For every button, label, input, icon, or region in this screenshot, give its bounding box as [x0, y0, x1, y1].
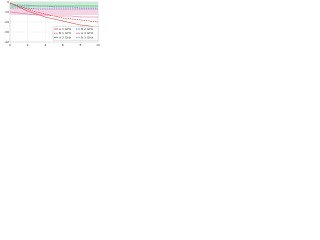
legend-label: A 2 GHz: [59, 35, 71, 39]
x-tick-label: 10: [96, 43, 100, 47]
series-line: [9, 11, 98, 18]
x-tick-label: 0: [9, 43, 11, 47]
y-tick-label: 0: [7, 0, 9, 4]
x-tick-label: 2: [27, 43, 29, 47]
legend-label: A 1 GHz: [59, 27, 71, 31]
series-line: [9, 3, 98, 9]
x-tick-label: 6: [62, 43, 64, 47]
legend-label: B 3 GHz: [81, 35, 93, 39]
legend-box: [52, 26, 99, 41]
x-tick-label: 4: [44, 43, 46, 47]
y-tick-label: -20: [4, 20, 9, 24]
y-tick-label: -30: [4, 30, 9, 34]
y-tick-label: -40: [4, 40, 9, 44]
page: -40 -30 -20 -10 0 0 2 4 6 8 10 A 1 GHz B 1 GHz A 2 GH…: [0, 0, 320, 52]
middle-band: [10, 8, 98, 15]
legend-label: B 2 GHz: [81, 27, 93, 31]
legend-label: A 3 GHz: [81, 31, 93, 35]
legend-label: B 1 GHz: [59, 31, 71, 35]
y-tick-label: -10: [4, 10, 9, 14]
upper-band: [10, 2, 98, 8]
x-tick-label: 8: [79, 43, 81, 47]
series-line: [9, 2, 99, 28]
series-line: [10, 7, 98, 10]
